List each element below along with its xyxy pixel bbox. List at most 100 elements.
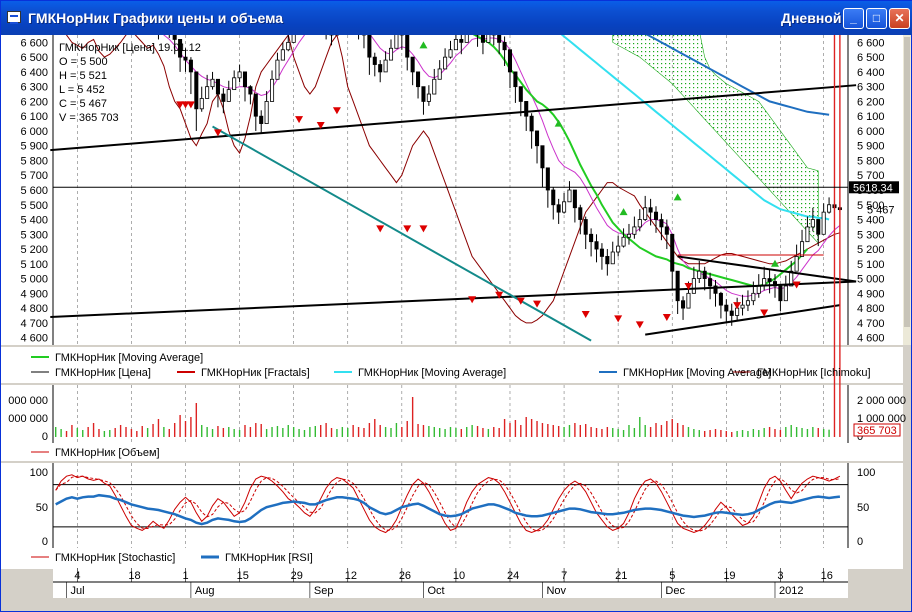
candle-body bbox=[610, 251, 615, 265]
price-tick-left: 5 700 bbox=[20, 170, 48, 182]
fractal-down-arrow bbox=[468, 296, 477, 304]
candle-body bbox=[383, 59, 388, 73]
fractal-down-arrow bbox=[581, 311, 590, 318]
info-high: H = 5 521 bbox=[59, 70, 107, 82]
price-tick-right: 5 100 bbox=[857, 259, 885, 271]
candle-body bbox=[437, 68, 442, 80]
fractal-down-arrow bbox=[760, 309, 769, 317]
candle-body bbox=[637, 219, 642, 228]
volume-left-tick-0: 0 bbox=[42, 431, 48, 443]
candle-body bbox=[497, 35, 502, 43]
candle-body bbox=[237, 71, 242, 79]
candle-body bbox=[718, 292, 723, 306]
candle-body bbox=[751, 292, 756, 302]
candle-body bbox=[242, 71, 248, 88]
price-tick-left: 6 600 bbox=[20, 37, 48, 49]
candle-body bbox=[215, 78, 220, 95]
day-label: 7 bbox=[561, 570, 567, 582]
candle-body bbox=[518, 86, 523, 102]
crosshair-label-box bbox=[849, 181, 899, 194]
fractal-down-arrow bbox=[662, 313, 671, 321]
osc-left-tick-50: 50 bbox=[36, 502, 48, 514]
trendline-triangle-lower[interactable] bbox=[645, 304, 841, 336]
candle-body bbox=[583, 219, 588, 235]
candle-body bbox=[643, 207, 648, 220]
legend-fractals: ГМКНорНик [Fractals] bbox=[201, 367, 310, 379]
candle-body bbox=[183, 56, 188, 61]
volume-last-box bbox=[853, 423, 901, 437]
candle-body bbox=[486, 35, 491, 43]
candle-body bbox=[691, 278, 696, 294]
scroll-thumb[interactable] bbox=[904, 37, 910, 327]
fractal-down-arrow bbox=[635, 321, 644, 329]
fractal-up-arrow bbox=[673, 193, 682, 201]
trendline-upper-black[interactable] bbox=[50, 84, 857, 152]
minimize-button[interactable]: _ bbox=[843, 8, 864, 29]
day-label: 4 bbox=[74, 570, 80, 582]
candle-body bbox=[270, 78, 275, 102]
close-button[interactable]: ✕ bbox=[889, 8, 910, 29]
candle-body bbox=[794, 256, 799, 272]
chart-area[interactable]: 6 600 6 600 6 500 6 500 6 400 6 400 6 300 6 300… bbox=[1, 35, 911, 611]
candle-body bbox=[194, 71, 199, 110]
price-tick-right: 5 300 bbox=[857, 229, 885, 241]
volume-right-tick-0: 0 bbox=[857, 431, 863, 443]
stochastic-signal-line bbox=[55, 475, 840, 532]
osc-left-tick-0: 0 bbox=[42, 536, 48, 548]
day-label: 5 bbox=[669, 570, 675, 582]
price-tick-right: 5 200 bbox=[857, 244, 885, 256]
candle-body bbox=[394, 35, 399, 49]
osc-right-tick-0: 0 bbox=[857, 536, 863, 548]
candle-body bbox=[767, 278, 772, 282]
trendline-lower-black[interactable] bbox=[50, 280, 857, 318]
candle-body bbox=[664, 226, 669, 235]
volume-right-tick-2m: 2 000 000 bbox=[857, 395, 906, 407]
fractal-down-arrow bbox=[376, 225, 385, 233]
candle-body bbox=[713, 285, 718, 294]
candle-body bbox=[562, 201, 567, 213]
window-title: ГМКНорНик Графики цены и объема bbox=[28, 10, 284, 26]
candle-body bbox=[572, 189, 577, 209]
last-price-label: 5 467 bbox=[867, 205, 895, 217]
candle-body bbox=[616, 245, 621, 253]
ma-blue-line bbox=[645, 35, 830, 116]
trendline-triangle-upper[interactable] bbox=[677, 255, 857, 283]
title-bar[interactable]: ГМКНорНик Графики цены и объема Дневной … bbox=[1, 1, 912, 35]
price-tick-left: 6 200 bbox=[20, 96, 48, 108]
info-open: O = 5 500 bbox=[59, 56, 108, 68]
trendline-teal[interactable] bbox=[212, 125, 592, 342]
legend-ichimoku: ГМКНорНик [Ichimoku] bbox=[757, 367, 871, 379]
price-tick-right: 5 500 bbox=[857, 200, 885, 212]
price-tick-left: 6 500 bbox=[20, 52, 48, 64]
candle-body bbox=[210, 78, 215, 88]
candle-body bbox=[556, 204, 561, 213]
legend-ma-green: ГМКНорНик [Moving Average] bbox=[55, 352, 203, 364]
fractal-down-arrow bbox=[332, 107, 341, 115]
fractal-down-arrow bbox=[533, 300, 542, 308]
day-label: 12 bbox=[345, 570, 357, 582]
candle-body bbox=[589, 233, 594, 243]
candle-body bbox=[513, 71, 518, 88]
price-tick-right: 6 400 bbox=[857, 67, 885, 79]
day-label: 1 bbox=[183, 570, 189, 582]
ichimoku-kijun-line bbox=[163, 35, 841, 297]
price-tick-left: 4 900 bbox=[20, 288, 48, 300]
candle-body bbox=[178, 39, 183, 58]
osc-right-tick-50: 50 bbox=[857, 502, 869, 514]
maximize-button[interactable]: □ bbox=[866, 8, 887, 29]
candle-body bbox=[621, 236, 626, 247]
timeframe-label[interactable]: Дневной bbox=[781, 10, 842, 26]
price-tick-right: 6 500 bbox=[857, 52, 885, 64]
fractal-down-arrow bbox=[495, 291, 504, 299]
candle-body bbox=[659, 219, 664, 228]
fractal-down-arrow bbox=[733, 302, 742, 310]
price-tick-left: 5 400 bbox=[20, 215, 48, 227]
fractal-up-arrow bbox=[419, 41, 428, 49]
legend-rsi: ГМКНорНик [RSI] bbox=[225, 552, 313, 564]
candle-body bbox=[632, 226, 637, 235]
candle-body bbox=[648, 207, 653, 213]
day-label: 15 bbox=[237, 570, 249, 582]
candle-body bbox=[253, 93, 258, 117]
month-label: Oct bbox=[427, 585, 444, 597]
candle-body bbox=[567, 189, 572, 203]
